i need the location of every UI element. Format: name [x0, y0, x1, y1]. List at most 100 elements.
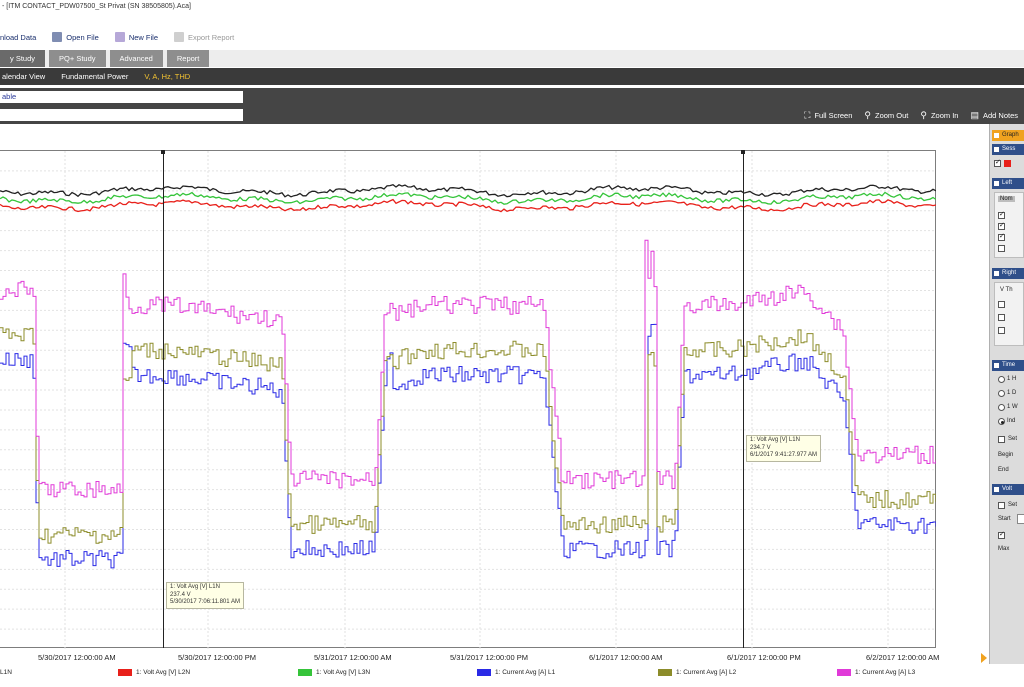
magnifier-minus-icon: ⚲ — [864, 109, 871, 120]
add-notes-button[interactable]: ▤ Add Notes — [970, 110, 1018, 121]
export-report-button[interactable]: Export Report — [174, 32, 234, 42]
legend-item[interactable]: 1: Volt Avg [V] L3N — [298, 669, 370, 676]
begin-label: Begin — [998, 452, 1014, 458]
legend-item[interactable]: 1: Volt Avg [V] L2N — [118, 669, 190, 676]
time-independent-radio[interactable] — [998, 418, 1005, 425]
max-checkbox[interactable] — [998, 530, 1005, 539]
left-axis-l3-checkbox[interactable] — [998, 232, 1005, 241]
export-report-label: Export Report — [188, 32, 235, 42]
legend-item[interactable]: L1N — [0, 669, 12, 676]
graph-field[interactable] — [0, 109, 243, 121]
legend-swatch — [837, 669, 851, 676]
right-axis-l3-checkbox[interactable] — [998, 327, 1005, 334]
full-screen-label: Full Screen — [814, 110, 853, 120]
time-1w-radio[interactable] — [998, 404, 1005, 411]
left-axis-l2-checkbox[interactable] — [998, 221, 1005, 230]
session-color-swatch — [1004, 160, 1011, 167]
voltage-series-line — [0, 191, 936, 205]
legend-swatch — [118, 669, 132, 676]
end-label: End — [998, 467, 1009, 473]
trend-chart-svg[interactable] — [0, 151, 936, 649]
notes-icon: ▤ — [970, 109, 979, 120]
subtab-fundamental-power[interactable]: Fundamental Power — [61, 72, 129, 81]
time-option-label: 1 D — [1007, 390, 1017, 396]
panel-section-voltage[interactable]: Volt — [992, 484, 1024, 495]
zoom-in-label: Zoom In — [930, 110, 959, 120]
voltage-series-line — [0, 183, 936, 198]
tab-pq-study[interactable]: PQ+ Study — [49, 50, 106, 67]
view-tools: ⛶ Full Screen ⚲ Zoom Out ⚲ Zoom In ▤ Add… — [804, 106, 1018, 124]
legend-item[interactable]: 1: Current Avg [A] L3 — [837, 669, 915, 676]
export-icon — [174, 32, 184, 42]
cursor-left-handle[interactable] — [161, 150, 165, 154]
time-1d-radio[interactable] — [998, 390, 1005, 397]
zoom-out-button[interactable]: ⚲ Zoom Out — [864, 110, 908, 121]
subtab-calendar-view[interactable]: alendar View — [2, 72, 46, 81]
download-data-button[interactable]: nload Data — [0, 33, 36, 42]
time-option-label: 1 H — [1007, 376, 1017, 382]
new-file-button[interactable]: New File — [114, 32, 158, 42]
left-axis-l1-checkbox[interactable] — [998, 210, 1005, 219]
panel-section-time[interactable]: Time — [992, 360, 1024, 371]
legend-item[interactable]: 1: Current Avg [A] L1 — [477, 669, 555, 676]
trend-chart[interactable] — [0, 150, 936, 649]
legend-label: L1N — [0, 669, 12, 676]
cursor-right-handle[interactable] — [741, 150, 745, 154]
cursor-left-tooltip: 1: Volt Avg [V] L1N 237.4 V 5/30/2017 7:… — [166, 582, 244, 609]
panel-section-left-axis[interactable]: Left — [992, 178, 1024, 189]
legend-swatch — [298, 669, 312, 676]
window-title: - [ITM CONTACT_PDW07500_St Privat (SN 38… — [0, 0, 1024, 14]
tab-advanced[interactable]: Advanced — [109, 50, 163, 67]
tab-report[interactable]: Report — [166, 50, 210, 67]
table-field[interactable]: able — [0, 91, 243, 103]
magnifier-plus-icon: ⚲ — [920, 109, 927, 120]
graph-strip: ⛶ Full Screen ⚲ Zoom Out ⚲ Zoom In ▤ Add… — [0, 106, 1024, 124]
time-option-label: 1 W — [1007, 404, 1018, 410]
expand-icon: ⛶ — [804, 109, 811, 120]
legend-scroll-right-icon[interactable] — [981, 653, 987, 663]
panel-section-session[interactable]: Sess — [992, 144, 1024, 155]
subtab-vahzthd[interactable]: V, A, Hz, THD — [144, 72, 191, 81]
x-tick-label: 6/1/2017 12:00:00 AM — [589, 653, 663, 662]
time-1h-radio[interactable] — [998, 376, 1005, 383]
chart-legend: L1N 1: Volt Avg [V] L2N 1: Volt Avg [V] … — [0, 669, 960, 681]
panel-section-right-axis[interactable]: Right — [992, 268, 1024, 279]
legend-label: 1: Current Avg [A] L1 — [495, 669, 556, 676]
right-axis-l1-checkbox[interactable] — [998, 301, 1005, 308]
open-file-label: Open File — [66, 32, 99, 42]
session-checkbox[interactable] — [994, 158, 1001, 167]
cursor-left[interactable] — [163, 150, 164, 648]
tab-energy-study[interactable]: y Study — [0, 50, 46, 67]
zoom-in-button[interactable]: ⚲ Zoom In — [920, 110, 958, 121]
left-axis-n-checkbox[interactable] — [998, 245, 1005, 252]
start-input[interactable] — [1017, 514, 1024, 524]
x-tick-label: 5/30/2017 12:00:00 PM — [178, 653, 256, 662]
legend-item[interactable]: 1: Current Avg [A] L2 — [658, 669, 736, 676]
current-series-line — [0, 327, 936, 544]
time-set-checkbox[interactable] — [998, 436, 1005, 443]
view-subtabs: alendar View Fundamental Power V, A, Hz,… — [0, 68, 1024, 85]
voltage-set-checkbox[interactable] — [998, 502, 1005, 509]
cursor-right[interactable] — [743, 150, 744, 648]
right-settings-panel: Graph Sess Left Nom Right V Th Time 1 H … — [989, 124, 1024, 664]
current-series-line — [0, 323, 936, 569]
tooltip-right-name: 1: Volt Avg [V] L1N — [750, 437, 800, 443]
legend-swatch — [477, 669, 491, 676]
panel-section-graph[interactable]: Graph — [992, 130, 1024, 141]
cursor-right-tooltip: 1: Volt Avg [V] L1N 234.7 V 6/1/2017 9:4… — [746, 435, 822, 462]
tooltip-left-value: 237.4 V — [170, 591, 191, 598]
main-toolbar: nload Data Open File New File Export Rep… — [0, 28, 1024, 46]
nominal-header: Nom — [998, 196, 1015, 202]
time-set-label: Set — [1008, 436, 1018, 442]
full-screen-button[interactable]: ⛶ Full Screen — [804, 110, 852, 121]
open-file-button[interactable]: Open File — [52, 32, 99, 42]
x-axis-labels: 5/30/2017 12:00:00 AM 5/30/2017 12:00:00… — [0, 653, 960, 665]
x-tick-label: 6/2/2017 12:00:00 AM — [866, 653, 940, 662]
table-strip: able — [0, 88, 1024, 106]
new-file-icon — [114, 32, 125, 42]
new-file-label: New File — [128, 32, 158, 42]
voltage-set-label: Set — [1008, 502, 1018, 508]
x-tick-label: 5/31/2017 12:00:00 PM — [450, 653, 528, 662]
right-axis-l2-checkbox[interactable] — [998, 314, 1005, 321]
voltage-series-line — [0, 198, 936, 213]
